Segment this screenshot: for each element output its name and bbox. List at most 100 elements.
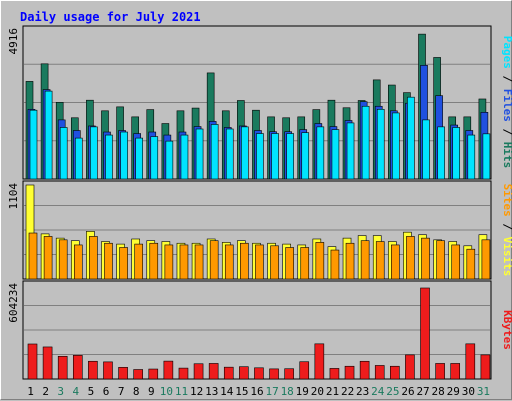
- traffic-bar-pages-day-24: [376, 108, 385, 180]
- kbytes-bar-kbytes-day-31: [480, 354, 491, 380]
- x-tick-label-day-7: 7: [118, 385, 125, 398]
- kbytes-bar-kbytes-day-28: [435, 363, 445, 380]
- visitors-bar-sites-day-7: [119, 247, 128, 280]
- chart-title: Daily usage for July 2021: [20, 10, 201, 24]
- x-tick-label-day-26: 26: [401, 385, 414, 398]
- visitors-bar-sites-day-6: [104, 242, 113, 280]
- visitors-bar-sites-day-23: [360, 240, 370, 280]
- x-tick-label-day-18: 18: [281, 385, 294, 398]
- traffic-bar-pages-day-17: [271, 133, 279, 180]
- visitors-bar-sites-day-5: [89, 236, 98, 280]
- traffic-bar-pages-day-5: [90, 126, 98, 180]
- kbytes-legend-label: KBytes: [501, 310, 512, 350]
- x-tick-label-day-10: 10: [160, 385, 173, 398]
- x-tick-label-day-9: 9: [148, 385, 155, 398]
- traffic-bar-pages-day-26: [407, 96, 415, 180]
- x-tick-label-day-2: 2: [42, 385, 49, 398]
- traffic-bar-pages-day-30: [467, 134, 476, 180]
- x-tick-label-day-17: 17: [265, 385, 278, 398]
- kbytes-bar-kbytes-day-14: [223, 366, 234, 380]
- visitors-legend-part: /: [501, 217, 512, 237]
- kbytes-bar-kbytes-day-3: [57, 355, 68, 380]
- visitors-bar-sites-day-3: [58, 239, 68, 280]
- visitors-bar-sites-day-30: [466, 248, 476, 280]
- x-tick-label-day-21: 21: [326, 385, 339, 398]
- visitors-legend-label: Sites / Visits: [501, 184, 512, 277]
- traffic-bar-pages-day-22: [346, 122, 355, 180]
- traffic-legend-part: Files: [501, 89, 512, 122]
- traffic-bar-pages-day-6: [105, 134, 113, 180]
- traffic-legend-label: Pages / Files / Hits: [501, 36, 512, 169]
- traffic-legend-part: /: [501, 122, 512, 142]
- kbytes-bar-kbytes-day-9: [148, 368, 159, 380]
- traffic-bar-pages-day-8: [135, 137, 143, 180]
- traffic-bar-pages-day-21: [331, 129, 340, 180]
- x-tick-label-day-27: 27: [416, 385, 429, 398]
- kbytes-bar-kbytes-day-30: [465, 343, 476, 380]
- traffic-bar-pages-day-12: [195, 128, 204, 180]
- traffic-bar-pages-day-3: [59, 127, 68, 180]
- traffic-bar-pages-day-11: [180, 134, 189, 180]
- traffic-bar-pages-day-15: [241, 126, 249, 180]
- traffic-bar-pages-day-28: [437, 126, 445, 180]
- kbytes-bar-kbytes-day-13: [208, 363, 219, 380]
- traffic-bar-pages-day-23: [361, 105, 370, 180]
- x-tick-label-day-20: 20: [311, 385, 324, 398]
- x-tick-label-day-12: 12: [190, 385, 203, 398]
- kbytes-bar-kbytes-day-11: [178, 367, 189, 380]
- traffic-bar-pages-day-29: [452, 127, 461, 180]
- visitors-bar-sites-day-29: [451, 244, 461, 280]
- traffic-bar-pages-day-20: [316, 126, 325, 180]
- traffic-bar-pages-day-9: [150, 136, 159, 180]
- visitors-bar-sites-day-31: [481, 239, 491, 280]
- kbytes-bar-kbytes-day-20: [314, 343, 325, 380]
- kbytes-bar-kbytes-day-16: [254, 367, 264, 380]
- kbytes-bar-kbytes-day-10: [163, 360, 174, 380]
- kbytes-bar-kbytes-day-4: [72, 355, 83, 380]
- x-tick-label-day-3: 3: [57, 385, 64, 398]
- x-tick-label-day-14: 14: [220, 385, 234, 398]
- visitors-bar-sites-day-15: [240, 242, 249, 280]
- visitors-bar-sites-day-17: [270, 245, 279, 280]
- traffic-bar-pages-day-31: [482, 133, 491, 180]
- kbytes-bar-kbytes-day-29: [450, 363, 461, 380]
- kbytes-bar-kbytes-day-5: [88, 360, 98, 380]
- visitors-bar-sites-day-28: [436, 240, 445, 280]
- traffic-bar-pages-day-19: [301, 132, 310, 180]
- x-tick-label-day-11: 11: [175, 385, 188, 398]
- traffic-legend-part: /: [501, 69, 512, 89]
- x-tick-label-day-4: 4: [73, 385, 80, 398]
- visitors-bar-sites-day-12: [194, 244, 204, 280]
- x-tick-label-day-19: 19: [296, 385, 309, 398]
- x-tick-label-day-13: 13: [205, 385, 218, 398]
- visitors-bar-sites-day-10: [164, 244, 174, 280]
- kbytes-bar-kbytes-day-15: [239, 366, 249, 380]
- visitors-bar-sites-day-2: [43, 236, 53, 280]
- kbytes-bar-kbytes-day-25: [390, 365, 400, 380]
- visitors-bar-sites-day-20: [315, 242, 325, 280]
- visitors-bar-sites-day-1: [28, 232, 38, 280]
- traffic-bar-pages-day-1: [29, 109, 38, 180]
- kbytes-bar-kbytes-day-7: [118, 367, 128, 380]
- kbytes-bar-kbytes-day-27: [420, 287, 430, 380]
- visitors-bar-sites-day-19: [300, 247, 310, 280]
- kbytes-max-label: 604234: [7, 283, 20, 323]
- kbytes-bar-kbytes-day-12: [193, 363, 204, 380]
- visitors-bar-sites-day-14: [224, 244, 234, 280]
- traffic-bar-pages-day-13: [210, 124, 219, 180]
- x-tick-label-day-29: 29: [447, 385, 460, 398]
- traffic-bar-pages-day-27: [422, 119, 430, 180]
- kbytes-bar-kbytes-day-21: [329, 368, 340, 380]
- kbytes-bar-kbytes-day-18: [284, 368, 294, 380]
- visitors-bar-sites-day-18: [285, 247, 294, 280]
- x-tick-label-day-16: 16: [250, 385, 263, 398]
- visitors-bar-sites-day-8: [134, 243, 143, 280]
- visitors-bar-sites-day-22: [345, 242, 355, 280]
- visitors-bar-sites-day-27: [421, 237, 430, 280]
- kbytes-bar-kbytes-day-6: [103, 361, 113, 380]
- traffic-bar-pages-day-16: [256, 133, 264, 180]
- x-tick-label-day-15: 15: [235, 385, 248, 398]
- visitors-bar-sites-day-21: [330, 249, 340, 280]
- x-tick-label-day-24: 24: [371, 385, 385, 398]
- kbytes-bar-kbytes-day-2: [42, 346, 53, 380]
